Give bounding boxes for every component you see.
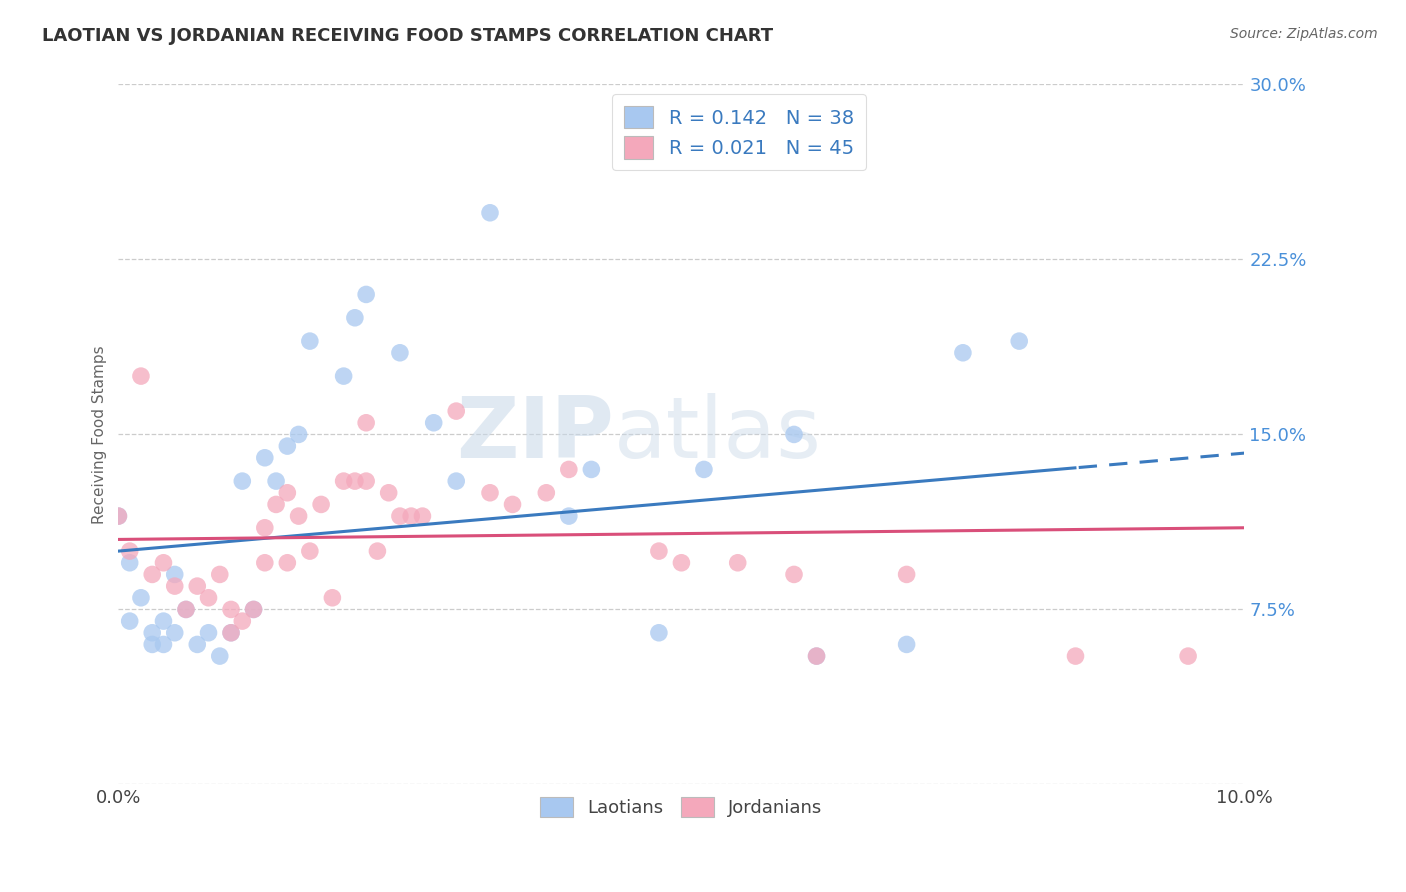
Point bbox=[141, 637, 163, 651]
Point bbox=[253, 521, 276, 535]
Point bbox=[388, 345, 411, 359]
Text: Source: ZipAtlas.com: Source: ZipAtlas.com bbox=[1230, 27, 1378, 41]
Point bbox=[648, 625, 671, 640]
Point bbox=[276, 485, 298, 500]
Point bbox=[479, 206, 502, 220]
Y-axis label: Receiving Food Stamps: Receiving Food Stamps bbox=[93, 345, 107, 524]
Point bbox=[186, 579, 208, 593]
Point bbox=[276, 439, 298, 453]
Point bbox=[444, 474, 467, 488]
Point bbox=[152, 556, 174, 570]
Point bbox=[264, 474, 287, 488]
Point bbox=[343, 310, 366, 325]
Point bbox=[783, 567, 806, 582]
Point bbox=[388, 509, 411, 524]
Point bbox=[479, 485, 502, 500]
Point bbox=[118, 614, 141, 628]
Point bbox=[558, 509, 581, 524]
Point bbox=[118, 556, 141, 570]
Point bbox=[208, 567, 231, 582]
Point bbox=[141, 625, 163, 640]
Point bbox=[298, 334, 321, 348]
Point bbox=[107, 509, 129, 524]
Point bbox=[896, 637, 918, 651]
Point bbox=[648, 544, 671, 558]
Point bbox=[399, 509, 422, 524]
Point bbox=[354, 287, 377, 301]
Point bbox=[163, 579, 186, 593]
Point bbox=[558, 462, 581, 476]
Text: LAOTIAN VS JORDANIAN RECEIVING FOOD STAMPS CORRELATION CHART: LAOTIAN VS JORDANIAN RECEIVING FOOD STAM… bbox=[42, 27, 773, 45]
Point bbox=[366, 544, 388, 558]
Point bbox=[332, 474, 354, 488]
Point bbox=[354, 474, 377, 488]
Point bbox=[806, 649, 828, 664]
Text: ZIP: ZIP bbox=[456, 393, 614, 476]
Point bbox=[693, 462, 716, 476]
Point bbox=[253, 450, 276, 465]
Point bbox=[343, 474, 366, 488]
Point bbox=[208, 649, 231, 664]
Legend: Laotians, Jordanians: Laotians, Jordanians bbox=[533, 790, 830, 824]
Point bbox=[287, 427, 309, 442]
Point bbox=[536, 485, 558, 500]
Point bbox=[174, 602, 197, 616]
Point bbox=[783, 427, 806, 442]
Point bbox=[896, 567, 918, 582]
Point bbox=[276, 556, 298, 570]
Point bbox=[1008, 334, 1031, 348]
Point bbox=[152, 614, 174, 628]
Point bbox=[219, 625, 242, 640]
Point bbox=[242, 602, 264, 616]
Point bbox=[152, 637, 174, 651]
Point bbox=[174, 602, 197, 616]
Point bbox=[219, 625, 242, 640]
Point bbox=[231, 474, 253, 488]
Point bbox=[502, 498, 524, 512]
Point bbox=[727, 556, 749, 570]
Text: atlas: atlas bbox=[614, 393, 823, 476]
Point bbox=[242, 602, 264, 616]
Point bbox=[163, 567, 186, 582]
Point bbox=[264, 498, 287, 512]
Point bbox=[186, 637, 208, 651]
Point bbox=[581, 462, 603, 476]
Point bbox=[309, 498, 332, 512]
Point bbox=[354, 416, 377, 430]
Point bbox=[107, 509, 129, 524]
Point bbox=[141, 567, 163, 582]
Point bbox=[377, 485, 399, 500]
Point bbox=[197, 591, 219, 605]
Point bbox=[1064, 649, 1087, 664]
Point bbox=[298, 544, 321, 558]
Point bbox=[118, 544, 141, 558]
Point bbox=[422, 416, 444, 430]
Point bbox=[806, 649, 828, 664]
Point bbox=[952, 345, 974, 359]
Point bbox=[287, 509, 309, 524]
Point bbox=[321, 591, 343, 605]
Point bbox=[129, 369, 152, 384]
Point bbox=[253, 556, 276, 570]
Point bbox=[163, 625, 186, 640]
Point bbox=[332, 369, 354, 384]
Point bbox=[411, 509, 433, 524]
Point bbox=[197, 625, 219, 640]
Point bbox=[219, 602, 242, 616]
Point bbox=[444, 404, 467, 418]
Point bbox=[671, 556, 693, 570]
Point bbox=[1177, 649, 1199, 664]
Point bbox=[231, 614, 253, 628]
Point bbox=[129, 591, 152, 605]
